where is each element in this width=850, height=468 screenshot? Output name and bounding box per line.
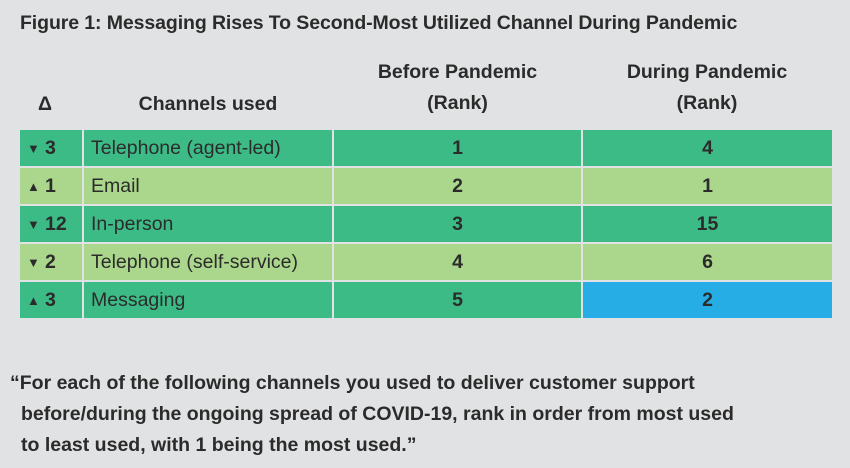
delta-value: 3	[45, 137, 56, 159]
before-header-line2: (Rank)	[427, 92, 488, 114]
channel-cell: Messaging	[84, 282, 332, 318]
before-header-line1: Before Pandemic	[377, 61, 538, 83]
table-row: ▼ 2 Telephone (self-service) 4 6	[20, 244, 832, 280]
survey-question-quote: “For each of the following channels you …	[10, 368, 840, 461]
before-pandemic-column-header: Before Pandemic (Rank)	[334, 57, 581, 119]
quote-line-3: to least used, with 1 being the most use…	[21, 434, 417, 456]
quote-line-2: before/during the ongoing spread of COVI…	[21, 403, 734, 425]
during-rank-cell-highlighted: 2	[583, 282, 832, 318]
up-arrow-icon: ▲	[27, 293, 40, 308]
during-rank-cell: 4	[583, 130, 832, 166]
rank-table: ▼ 3 Telephone (agent-led) 1 4 ▲ 1 Email 2 …	[20, 130, 832, 320]
figure-title: Figure 1: Messaging Rises To Second-Most…	[20, 12, 738, 34]
before-rank-cell: 1	[334, 130, 581, 166]
delta-cell: ▼ 12	[20, 206, 82, 242]
down-arrow-icon: ▼	[27, 255, 40, 270]
delta-cell: ▼ 2	[20, 244, 82, 280]
channel-cell: Telephone (agent-led)	[84, 130, 332, 166]
before-rank-cell: 4	[334, 244, 581, 280]
during-rank-cell: 6	[583, 244, 832, 280]
before-rank-cell: 2	[334, 168, 581, 204]
during-rank-cell: 15	[583, 206, 832, 242]
during-header-line2: (Rank)	[676, 92, 738, 114]
channel-cell: In-person	[84, 206, 332, 242]
delta-cell: ▲ 1	[20, 168, 82, 204]
down-arrow-icon: ▼	[27, 141, 40, 156]
channels-column-header: Channels used	[138, 93, 278, 115]
channel-cell: Telephone (self-service)	[84, 244, 332, 280]
during-rank-cell: 1	[583, 168, 832, 204]
before-rank-cell: 3	[334, 206, 581, 242]
table-row: ▲ 1 Email 2 1	[20, 168, 832, 204]
up-arrow-icon: ▲	[27, 179, 40, 194]
down-arrow-icon: ▼	[27, 217, 40, 232]
table-row: ▲ 3 Messaging 5 2	[20, 282, 832, 318]
delta-value: 2	[45, 251, 56, 273]
during-pandemic-column-header: During Pandemic (Rank)	[583, 57, 831, 119]
channel-cell: Email	[84, 168, 332, 204]
during-header-line1: During Pandemic	[626, 61, 788, 83]
quote-line-1: “For each of the following channels you …	[10, 372, 695, 394]
delta-cell: ▼ 3	[20, 130, 82, 166]
delta-value: 3	[45, 289, 56, 311]
delta-value: 12	[45, 213, 67, 235]
before-rank-cell: 5	[334, 282, 581, 318]
delta-value: 1	[45, 175, 56, 197]
delta-cell: ▲ 3	[20, 282, 82, 318]
delta-column-header: Δ	[37, 93, 52, 115]
table-row: ▼ 12 In-person 3 15	[20, 206, 832, 242]
table-row: ▼ 3 Telephone (agent-led) 1 4	[20, 130, 832, 166]
